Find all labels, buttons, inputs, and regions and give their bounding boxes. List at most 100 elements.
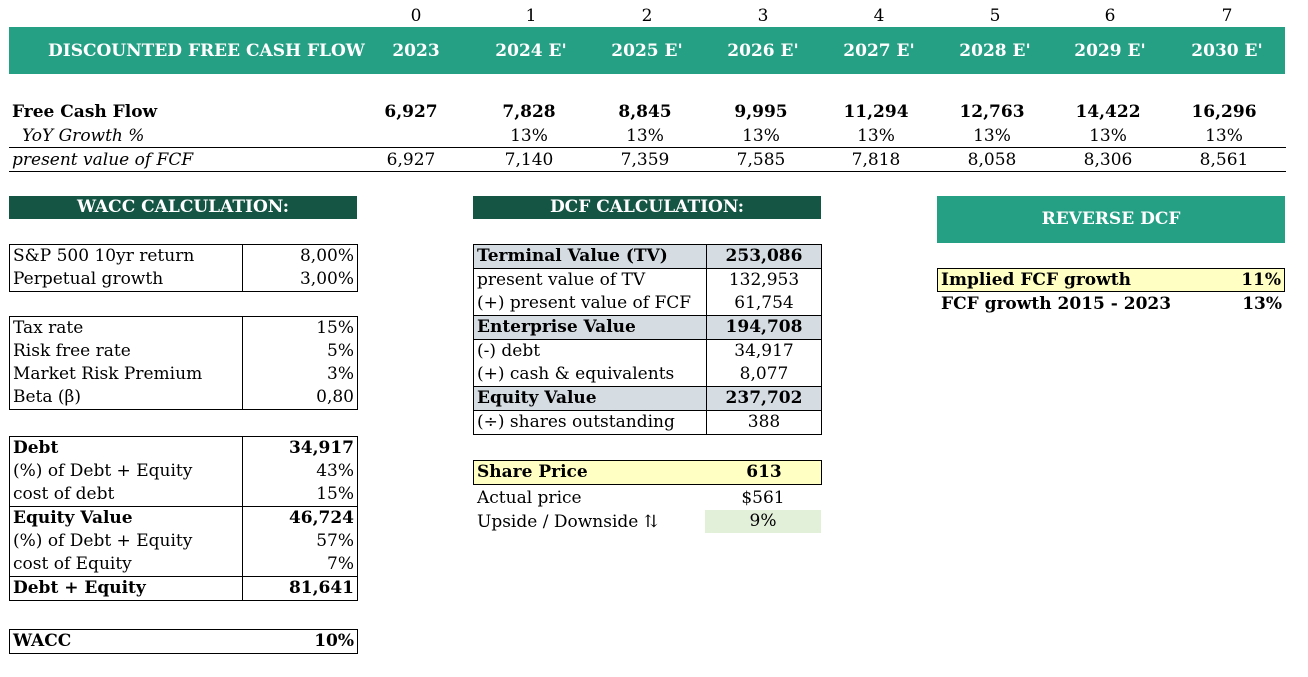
dcf-value: 132,953 xyxy=(706,268,822,292)
upside-value: 9% xyxy=(705,510,821,533)
period-number: 5 xyxy=(989,6,1001,26)
implied-growth-row: Implied FCF growth 11% xyxy=(937,268,1285,292)
wacc-value: 57% xyxy=(242,530,358,553)
wacc-result-value: 10% xyxy=(243,629,358,654)
banner-year: 2029 E' xyxy=(1074,41,1146,61)
implied-growth-value: 11% xyxy=(1241,270,1281,290)
pv-value: 7,818 xyxy=(851,150,901,170)
dcf-label: (-) debt xyxy=(473,339,707,363)
dcf-label: (+) cash & equivalents xyxy=(473,363,707,387)
pv-fcf-label: present value of FCF xyxy=(12,150,194,170)
banner-title: DISCOUNTED FREE CASH FLOW xyxy=(48,41,365,61)
wacc-value: 15% xyxy=(242,483,358,507)
dcf-label: Equity Value xyxy=(473,386,707,411)
period-number: 1 xyxy=(525,6,537,26)
wacc-value: 3,00% xyxy=(242,268,358,292)
dcf-value: 253,086 xyxy=(706,244,822,269)
wacc-value: 15% xyxy=(242,316,358,340)
banner-year: 2028 E' xyxy=(959,41,1031,61)
fcf-value: 14,422 xyxy=(1075,102,1141,122)
actual-price-value: $561 xyxy=(741,488,785,508)
fcf-value: 16,296 xyxy=(1191,102,1257,122)
wacc-label: Beta (β) xyxy=(9,386,243,410)
wacc-value: 34,917 xyxy=(242,436,358,460)
dcf-label: (+) present value of FCF xyxy=(473,292,707,316)
banner-year: 2025 E' xyxy=(611,41,683,61)
divider xyxy=(9,171,1286,172)
pv-value: 7,585 xyxy=(736,150,786,170)
reverse-dcf-header: REVERSE DCF xyxy=(937,196,1285,243)
growth-value: 13% xyxy=(973,126,1011,146)
wacc-value: 0,80 xyxy=(242,386,358,410)
upside-label: Upside / Downside ⇅ xyxy=(477,512,658,532)
dcf-header: DCF CALCULATION: xyxy=(473,196,821,219)
wacc-label: Equity Value xyxy=(9,506,243,530)
wacc-value: 3% xyxy=(242,363,358,386)
banner-year: 2023 xyxy=(392,41,440,61)
banner-year: 2024 E' xyxy=(495,41,567,61)
dcf-value: 388 xyxy=(706,410,822,435)
dcf-value: 61,754 xyxy=(706,292,822,316)
wacc-market-table: S&P 500 10yr return 8,00% Perpetual growt… xyxy=(9,244,358,292)
implied-growth-label: Implied FCF growth xyxy=(941,270,1131,290)
period-number: 7 xyxy=(1221,6,1233,26)
historic-growth-row: FCF growth 2015 - 2023 13% xyxy=(937,292,1285,316)
period-number: 0 xyxy=(410,6,422,26)
wacc-value: 81,641 xyxy=(242,576,358,601)
wacc-label: Tax rate xyxy=(9,316,243,340)
pv-value: 8,561 xyxy=(1199,150,1249,170)
period-number: 3 xyxy=(757,6,769,26)
wacc-header: WACC CALCULATION: xyxy=(9,196,357,219)
fcf-value: 8,845 xyxy=(618,102,672,122)
wacc-label: Market Risk Premium xyxy=(9,363,243,386)
pv-value: 8,058 xyxy=(967,150,1017,170)
historic-growth-value: 13% xyxy=(1242,294,1282,314)
wacc-value: 43% xyxy=(242,460,358,483)
wacc-result-table: WACC 10% xyxy=(9,629,358,654)
fcf-value: 11,294 xyxy=(843,102,909,122)
growth-value: 13% xyxy=(626,126,664,146)
dcf-value: 34,917 xyxy=(706,339,822,363)
pv-value: 8,306 xyxy=(1083,150,1133,170)
pv-value: 6,927 xyxy=(386,150,436,170)
wacc-value: 5% xyxy=(242,340,358,363)
growth-value: 13% xyxy=(510,126,548,146)
fcf-value: 9,995 xyxy=(734,102,788,122)
wacc-value: 46,724 xyxy=(242,506,358,530)
dcf-value: 194,708 xyxy=(706,315,822,340)
dcf-label: (÷) shares outstanding xyxy=(473,410,707,435)
period-number: 2 xyxy=(641,6,653,26)
actual-price-label: Actual price xyxy=(477,488,582,508)
dcf-label: Terminal Value (TV) xyxy=(473,244,707,269)
share-price-value: 613 xyxy=(707,460,822,485)
period-number: 4 xyxy=(873,6,885,26)
banner-year: 2027 E' xyxy=(843,41,915,61)
fcf-value: 6,927 xyxy=(384,102,438,122)
wacc-label: Debt + Equity xyxy=(9,576,243,601)
growth-value: 13% xyxy=(1205,126,1243,146)
fcf-label: Free Cash Flow xyxy=(12,102,158,122)
wacc-rate-table: Tax rate 15% Risk free rate 5% Market Risk… xyxy=(9,316,358,410)
growth-value: 13% xyxy=(1089,126,1127,146)
pv-value: 7,359 xyxy=(620,150,670,170)
period-number: 6 xyxy=(1104,6,1116,26)
wacc-label: S&P 500 10yr return xyxy=(9,244,243,268)
growth-value: 13% xyxy=(742,126,780,146)
divider xyxy=(9,147,1286,148)
wacc-label: (%) of Debt + Equity xyxy=(9,530,243,553)
share-price-label: Share Price xyxy=(473,460,707,485)
growth-value: 13% xyxy=(857,126,895,146)
wacc-value: 7% xyxy=(242,553,358,577)
wacc-label: cost of Equity xyxy=(9,553,243,577)
pv-value: 7,140 xyxy=(504,150,554,170)
fcf-value: 7,828 xyxy=(502,102,556,122)
growth-label: YoY Growth % xyxy=(22,126,145,146)
wacc-label: Risk free rate xyxy=(9,340,243,363)
wacc-capital-table: Debt 34,917 (%) of Debt + Equity 43% cost … xyxy=(9,436,358,601)
historic-growth-label: FCF growth 2015 - 2023 xyxy=(941,294,1172,314)
wacc-value: 8,00% xyxy=(242,244,358,268)
share-price-table: Share Price 613 xyxy=(473,460,822,485)
banner-year: 2026 E' xyxy=(727,41,799,61)
dcf-label: Enterprise Value xyxy=(473,315,707,340)
dcf-label: present value of TV xyxy=(473,268,707,292)
